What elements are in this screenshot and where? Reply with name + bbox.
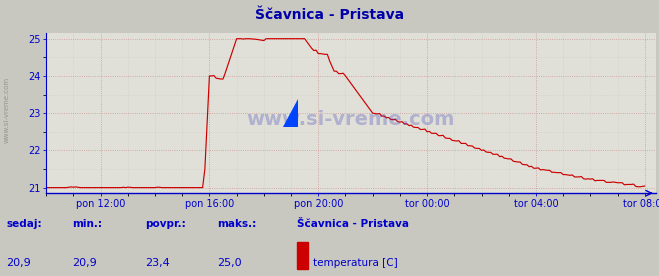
Text: Ščavnica - Pristava: Ščavnica - Pristava — [297, 219, 409, 229]
Text: maks.:: maks.: — [217, 219, 257, 229]
Text: 25,0: 25,0 — [217, 258, 242, 268]
Text: temperatura [C]: temperatura [C] — [313, 258, 398, 268]
Text: 20,9: 20,9 — [7, 258, 32, 268]
Text: 20,9: 20,9 — [72, 258, 98, 268]
Text: www.si-vreme.com: www.si-vreme.com — [246, 110, 455, 129]
Text: Ščavnica - Pristava: Ščavnica - Pristava — [255, 8, 404, 22]
Polygon shape — [283, 99, 298, 127]
Text: 23,4: 23,4 — [145, 258, 170, 268]
Text: sedaj:: sedaj: — [7, 219, 42, 229]
Text: min.:: min.: — [72, 219, 103, 229]
Text: povpr.:: povpr.: — [145, 219, 186, 229]
Text: www.si-vreme.com: www.si-vreme.com — [3, 77, 10, 144]
